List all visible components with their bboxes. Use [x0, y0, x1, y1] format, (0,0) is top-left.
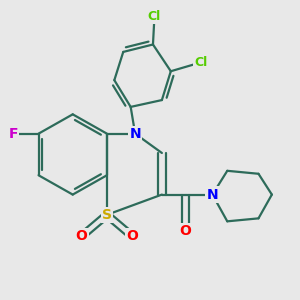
Text: O: O — [180, 224, 192, 238]
Text: N: N — [129, 127, 141, 141]
Text: N: N — [207, 188, 218, 202]
Text: Cl: Cl — [194, 56, 208, 69]
Text: O: O — [76, 229, 88, 243]
Text: S: S — [102, 208, 112, 222]
Text: Cl: Cl — [148, 10, 161, 23]
Text: O: O — [126, 229, 138, 243]
Text: F: F — [8, 127, 18, 141]
